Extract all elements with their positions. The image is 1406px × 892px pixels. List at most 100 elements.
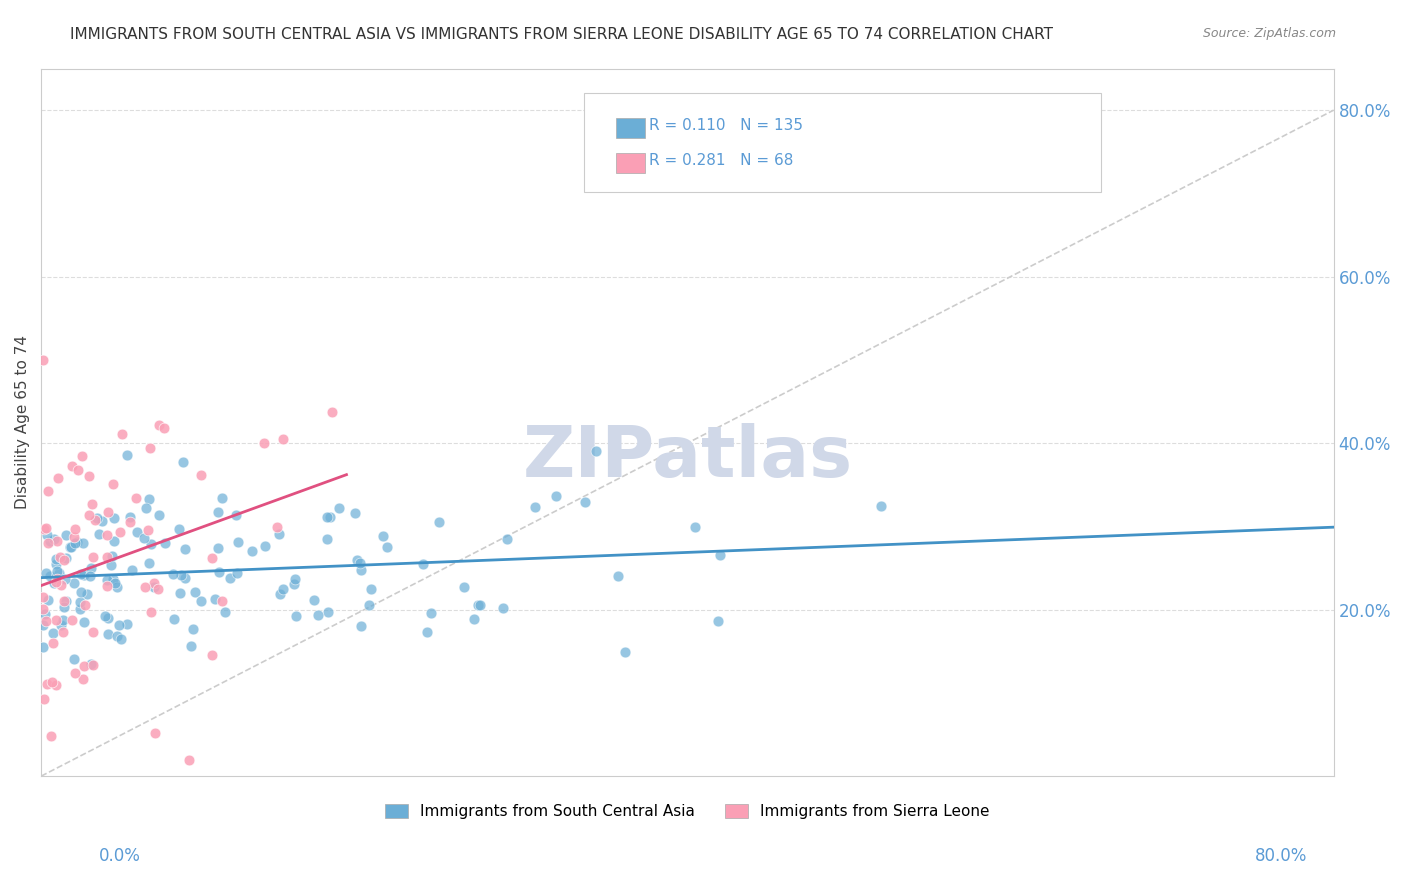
Immigrants from South Central Asia	[49, 618, 72, 632]
Immigrants from South Central Asia	[377, 541, 399, 555]
Immigrants from South Central Asia	[103, 533, 125, 548]
Immigrants from South Central Asia	[606, 569, 628, 583]
Immigrants from Sierra Leone	[46, 534, 69, 549]
Immigrants from South Central Asia	[172, 455, 194, 469]
Immigrants from South Central Asia	[181, 622, 204, 636]
Immigrants from Sierra Leone	[32, 523, 55, 537]
Immigrants from South Central Asia	[346, 553, 368, 567]
Immigrants from South Central Asia	[211, 491, 233, 505]
Text: R = 0.110   N = 135: R = 0.110 N = 135	[648, 118, 803, 133]
Immigrants from South Central Asia	[100, 549, 122, 564]
Immigrants from South Central Asia	[240, 544, 263, 558]
Immigrants from Sierra Leone	[103, 476, 125, 491]
Immigrants from South Central Asia	[208, 565, 231, 579]
Immigrants from South Central Asia	[412, 557, 434, 571]
Immigrants from Sierra Leone	[60, 614, 83, 628]
Immigrants from South Central Asia	[427, 515, 450, 529]
Text: 80.0%: 80.0%	[1256, 847, 1308, 865]
Immigrants from South Central Asia	[307, 607, 329, 622]
Immigrants from South Central Asia	[89, 526, 111, 541]
Immigrants from South Central Asia	[492, 601, 515, 615]
Immigrants from South Central Asia	[344, 506, 367, 520]
Immigrants from South Central Asia	[544, 490, 567, 504]
Immigrants from South Central Asia	[121, 563, 143, 577]
Immigrants from South Central Asia	[174, 571, 197, 585]
FancyBboxPatch shape	[616, 118, 645, 138]
Immigrants from South Central Asia	[63, 576, 86, 591]
Immigrants from South Central Asia	[162, 567, 184, 582]
Immigrants from Sierra Leone	[52, 553, 75, 567]
Immigrants from South Central Asia	[52, 613, 75, 627]
Y-axis label: Disability Age 65 to 74: Disability Age 65 to 74	[15, 335, 30, 509]
Immigrants from South Central Asia	[707, 615, 730, 629]
Immigrants from South Central Asia	[94, 608, 117, 623]
Immigrants from Sierra Leone	[82, 625, 104, 640]
Immigrants from South Central Asia	[285, 609, 308, 624]
Immigrants from South Central Asia	[125, 524, 148, 539]
Immigrants from South Central Asia	[225, 508, 247, 522]
Immigrants from Sierra Leone	[77, 508, 100, 523]
Immigrants from South Central Asia	[44, 576, 66, 591]
Immigrants from Sierra Leone	[201, 550, 224, 565]
Immigrants from South Central Asia	[41, 625, 63, 640]
Immigrants from South Central Asia	[214, 605, 236, 619]
Immigrants from South Central Asia	[316, 605, 339, 619]
Immigrants from South Central Asia	[148, 508, 170, 522]
Immigrants from South Central Asia	[135, 501, 157, 516]
Immigrants from Sierra Leone	[211, 594, 233, 608]
Immigrants from Sierra Leone	[75, 599, 97, 613]
Immigrants from Sierra Leone	[201, 648, 224, 662]
Immigrants from South Central Asia	[468, 598, 491, 612]
Immigrants from South Central Asia	[97, 611, 120, 625]
Immigrants from South Central Asia	[31, 640, 53, 654]
Immigrants from South Central Asia	[31, 617, 53, 632]
Immigrants from South Central Asia	[103, 572, 125, 586]
Immigrants from Sierra Leone	[62, 530, 84, 544]
Immigrants from South Central Asia	[100, 558, 122, 573]
Immigrants from South Central Asia	[73, 615, 96, 630]
Immigrants from South Central Asia	[153, 536, 176, 550]
Immigrants from Sierra Leone	[134, 581, 156, 595]
Immigrants from South Central Asia	[35, 566, 58, 581]
Immigrants from South Central Asia	[63, 652, 86, 666]
Immigrants from South Central Asia	[495, 532, 517, 546]
Immigrants from South Central Asia	[110, 632, 132, 646]
Immigrants from Sierra Leone	[39, 729, 62, 743]
Immigrants from Sierra Leone	[32, 691, 55, 706]
Text: IMMIGRANTS FROM SOUTH CENTRAL ASIA VS IMMIGRANTS FROM SIERRA LEONE DISABILITY AG: IMMIGRANTS FROM SOUTH CENTRAL ASIA VS IM…	[70, 27, 1053, 42]
Immigrants from South Central Asia	[72, 536, 94, 550]
Immigrants from South Central Asia	[350, 563, 373, 577]
Immigrants from Sierra Leone	[136, 524, 159, 538]
Immigrants from Sierra Leone	[125, 491, 148, 505]
Immigrants from South Central Asia	[267, 526, 290, 541]
Immigrants from Sierra Leone	[148, 418, 170, 433]
Immigrants from South Central Asia	[350, 619, 373, 633]
Immigrants from Sierra Leone	[63, 666, 86, 681]
FancyBboxPatch shape	[583, 94, 1101, 193]
Immigrants from Sierra Leone	[66, 463, 89, 477]
Immigrants from Sierra Leone	[96, 528, 118, 542]
Immigrants from South Central Asia	[253, 539, 276, 553]
Immigrants from South Central Asia	[683, 519, 706, 533]
Immigrants from South Central Asia	[138, 491, 160, 506]
Text: R = 0.281   N = 68: R = 0.281 N = 68	[648, 153, 793, 168]
Immigrants from Sierra Leone	[42, 636, 65, 650]
Immigrants from Sierra Leone	[82, 657, 104, 672]
Immigrants from South Central Asia	[59, 541, 82, 555]
Immigrants from South Central Asia	[613, 645, 636, 659]
Immigrants from Sierra Leone	[146, 582, 169, 596]
Immigrants from South Central Asia	[39, 534, 62, 549]
Immigrants from South Central Asia	[86, 511, 108, 525]
Immigrants from South Central Asia	[55, 550, 77, 565]
Immigrants from Sierra Leone	[70, 450, 93, 464]
Immigrants from South Central Asia	[115, 617, 138, 632]
Immigrants from South Central Asia	[302, 593, 325, 607]
Immigrants from Sierra Leone	[153, 420, 176, 434]
Immigrants from Sierra Leone	[45, 573, 67, 587]
Immigrants from South Central Asia	[219, 570, 242, 584]
Immigrants from Sierra Leone	[177, 752, 200, 766]
Immigrants from South Central Asia	[357, 599, 380, 613]
Immigrants from South Central Asia	[709, 548, 731, 562]
Immigrants from Sierra Leone	[266, 520, 288, 534]
Immigrants from South Central Asia	[207, 505, 229, 519]
